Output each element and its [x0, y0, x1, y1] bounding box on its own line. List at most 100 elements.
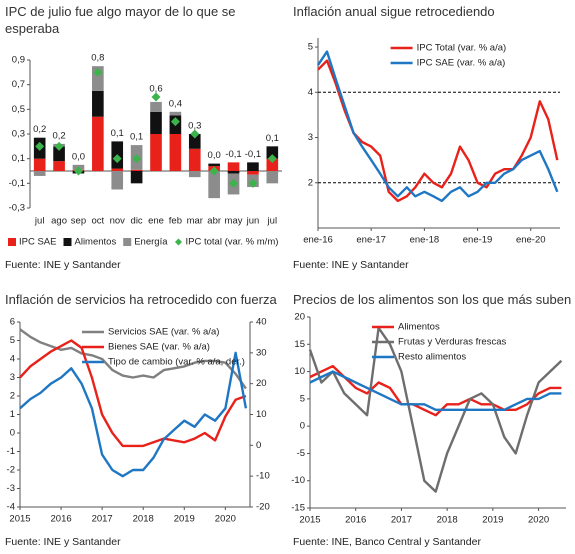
source: Fuente: INE y Santander	[5, 536, 121, 548]
legend-label: IPC Total (var. % a/a)	[417, 43, 507, 54]
y-tick-label: 2	[10, 391, 15, 402]
x-tick-label: 2019	[482, 515, 503, 526]
legend-label: Tipo de cambio (var. % a/a, der.)	[108, 357, 245, 368]
line	[19, 351, 248, 478]
x-tick-label: may	[225, 216, 243, 227]
x-tick-label: ene	[148, 216, 164, 227]
chart-title: Inflación anual sigue retrocediendo	[293, 4, 495, 19]
x-tick-label: sep	[71, 216, 86, 227]
x-tick-label: 2017	[391, 515, 412, 526]
value-label: 0,0	[208, 150, 221, 161]
bar-segment	[92, 66, 104, 91]
total-marker	[93, 67, 103, 77]
total-marker	[73, 166, 83, 176]
x-tick-label: jul	[34, 216, 45, 227]
y-tick-label: 3	[308, 132, 313, 143]
legend-swatch	[123, 238, 132, 246]
total-marker	[151, 92, 161, 102]
y-tick-label: 20	[294, 312, 305, 323]
y-tick-label: -2	[7, 465, 15, 476]
bar-segment	[130, 171, 143, 184]
x-tick-label: 2020	[215, 514, 236, 525]
total-marker	[54, 141, 64, 151]
y-tick-label: 10	[294, 366, 305, 377]
bar-segment	[33, 158, 46, 171]
y-tick-label: 5	[10, 335, 15, 346]
x-tick-label: 2016	[51, 514, 72, 525]
x-tick-label: ene-18	[410, 235, 440, 246]
y-tick-label: 15	[294, 339, 305, 350]
x-tick-label: oct	[92, 216, 105, 227]
bar-segment	[247, 171, 259, 175]
value-label: 0,1	[266, 133, 279, 144]
line	[317, 59, 559, 203]
x-tick-label: 2016	[345, 515, 366, 526]
y2-tick-label: 10	[256, 409, 267, 420]
y-tick-label: -5	[297, 448, 305, 459]
total-marker	[267, 154, 277, 164]
total-marker	[35, 141, 45, 151]
bar-segment	[130, 169, 143, 171]
legend-label: Frutas y Verduras frescas	[398, 337, 506, 348]
y2-tick-label: -10	[256, 471, 270, 482]
bar-segment	[150, 111, 162, 134]
legend-label: Servicios SAE (var. % a/a)	[108, 327, 219, 338]
x-tick-label: jun	[246, 216, 260, 227]
legend-label: Resto alimentos	[398, 352, 466, 363]
total-marker	[132, 154, 142, 164]
x-tick-label: ene-16	[303, 235, 333, 246]
legend-label: Energía	[134, 237, 168, 248]
value-label: 0,1	[130, 132, 143, 143]
x-tick-label: mar	[187, 216, 203, 227]
y-tick-label: 0	[10, 428, 15, 439]
value-label: 0,4	[169, 98, 182, 109]
legend-label: Alimentos	[75, 237, 117, 248]
total-marker	[190, 129, 200, 139]
x-tick-label: nov	[110, 216, 126, 227]
x-tick-label: feb	[169, 216, 182, 227]
legend-label: IPC SAE (var. % a/a)	[417, 58, 506, 69]
legend-label: IPC total (var. % m/m)	[186, 237, 279, 248]
line	[19, 339, 247, 448]
x-tick-label: abr	[207, 216, 221, 227]
y-tick-label: 5	[300, 393, 305, 404]
y-tick-label: 4	[308, 87, 313, 98]
bar-segment	[169, 111, 182, 116]
source: Fuente: INE y Santander	[293, 259, 409, 271]
value-label: 0,2	[52, 130, 65, 141]
y-tick-label: 5	[308, 42, 313, 53]
bar-segment	[247, 162, 259, 171]
line	[308, 326, 563, 493]
y-tick-label: 0,7	[12, 79, 25, 90]
total-marker	[229, 178, 239, 188]
y-tick-label: 4	[10, 354, 15, 365]
line	[309, 370, 562, 411]
y-tick-label: -10	[291, 475, 305, 486]
x-tick-label: 2015	[9, 514, 30, 525]
bar-segment	[111, 168, 124, 171]
chart-title: IPC de julio fue algo mayor de lo que se…	[5, 4, 236, 36]
bar-segment	[53, 146, 65, 162]
y-tick-label: 0,9	[12, 55, 25, 66]
y-tick-label: 0	[300, 421, 305, 432]
y-tick-label: 0,1	[12, 153, 25, 164]
legend-swatch	[8, 238, 16, 246]
y-tick-label: -15	[291, 503, 305, 514]
y-tick-label: 3	[10, 372, 15, 383]
x-tick-label: 2017	[92, 514, 113, 525]
bar-segment	[53, 161, 65, 171]
x-tick-label: 2019	[174, 514, 195, 525]
bar-segment	[92, 116, 104, 171]
legend-swatch	[175, 238, 182, 246]
legend-label: IPC SAE	[19, 237, 57, 248]
y-tick-label: -0,3	[9, 203, 25, 214]
bar-segment	[208, 163, 220, 167]
y-tick-label: 2	[308, 177, 313, 188]
x-tick-label: 2018	[133, 514, 154, 525]
value-label: 0,1	[111, 128, 124, 139]
y2-tick-label: -20	[256, 502, 270, 513]
bar-segment	[150, 134, 162, 171]
x-tick-label: ene-19	[463, 235, 493, 246]
x-tick-label: ene-17	[356, 235, 386, 246]
bar-segment	[188, 134, 201, 149]
